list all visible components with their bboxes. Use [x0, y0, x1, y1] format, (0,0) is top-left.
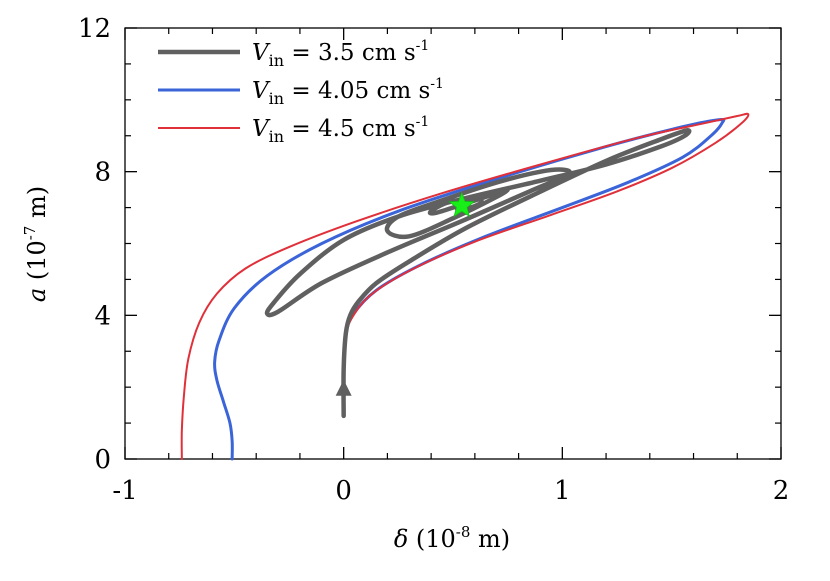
- legend: Vin = 3.5 cm s-1 Vin = 4.05 cm s-1 Vin =…: [158, 38, 444, 146]
- markers: [335, 191, 476, 396]
- x-axis-prefix: (10: [408, 525, 456, 553]
- x-tick-label: 1: [554, 476, 571, 506]
- y-tick-label: 12: [78, 14, 111, 44]
- y-tick-label: 4: [94, 301, 111, 331]
- y-axis-suffix: m): [23, 186, 51, 226]
- direction-arrow-marker: [335, 379, 352, 396]
- y-axis-symbol: a: [23, 288, 51, 302]
- legend-label-2: Vin = 4.5 cm s-1: [252, 114, 429, 146]
- x-axis-label: δ (10-8 m): [394, 523, 510, 553]
- y-axis-prefix: (10: [23, 240, 51, 288]
- series-line-1: [213, 117, 726, 461]
- x-axis-exp: -8: [456, 523, 471, 541]
- plot-frame: [124, 27, 782, 460]
- x-tick-label: 2: [773, 476, 790, 506]
- legend-label-1: Vin = 4.05 cm s-1: [252, 76, 444, 108]
- x-tick-label: -1: [112, 476, 137, 506]
- y-axis-exp: -7: [21, 226, 39, 241]
- star-marker: [448, 191, 476, 218]
- y-tick-label: 0: [94, 445, 111, 475]
- x-axis-symbol: δ: [394, 525, 408, 553]
- x-tick-label: 0: [335, 476, 352, 506]
- series-line-2: [180, 112, 750, 460]
- y-axis-label: a (10-7 m): [21, 186, 51, 302]
- axis-ticks: [124, 27, 782, 460]
- legend-label-0: Vin = 3.5 cm s-1: [252, 38, 429, 70]
- y-tick-label: 8: [94, 158, 111, 188]
- series-lines: [180, 112, 750, 461]
- x-axis-suffix: m): [470, 525, 510, 553]
- series-line-0: [264, 128, 692, 419]
